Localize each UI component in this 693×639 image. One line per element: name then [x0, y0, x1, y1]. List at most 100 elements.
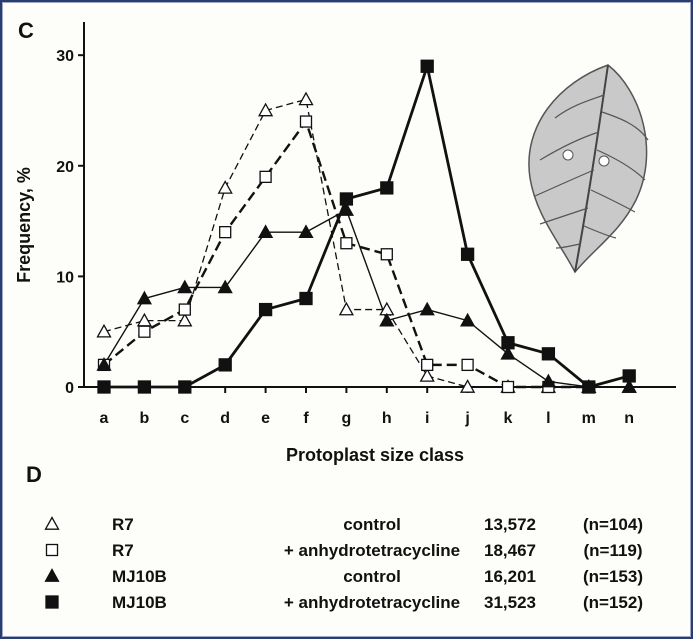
data-point-filled-triangle	[217, 279, 233, 294]
legend-row: R7 control 13,572 (n=104)	[44, 515, 643, 534]
data-point-open-square	[178, 303, 191, 316]
data-point-open-triangle	[419, 368, 435, 382]
data-point-open-square	[461, 358, 474, 372]
data-point-filled-square	[420, 59, 434, 73]
y-tick-label: 10	[56, 269, 74, 286]
legend-strain: R7	[112, 541, 134, 560]
data-point-open-triangle	[217, 180, 233, 194]
legend-treatment: + anhydrotetracycline	[284, 593, 460, 612]
x-tick-label: h	[382, 410, 392, 427]
data-point-filled-square	[137, 380, 152, 394]
data-point-open-square	[380, 248, 393, 261]
x-tick-label: g	[342, 410, 352, 427]
data-point-open-square	[340, 237, 353, 250]
data-point-open-square	[259, 170, 272, 183]
data-point-open-triangle	[177, 312, 193, 327]
legend-n: (n=152)	[583, 593, 643, 612]
data-point-open-square	[219, 226, 232, 239]
data-point-filled-triangle	[500, 345, 516, 360]
data-point-filled-square	[258, 302, 273, 317]
x-tick-label: e	[261, 410, 270, 427]
data-point-filled-triangle	[96, 357, 112, 371]
data-point-filled-triangle	[419, 301, 435, 316]
x-tick-label: c	[180, 410, 189, 427]
data-point-open-triangle	[96, 323, 112, 338]
data-point-filled-triangle	[540, 373, 557, 388]
data-point-filled-square	[460, 247, 475, 261]
legend-table: R7 control 13,572 (n=104) R7 + anhydrotetracy…	[44, 515, 643, 612]
legend-n: (n=153)	[583, 567, 643, 586]
data-point-filled-square	[582, 380, 596, 394]
x-tick-label: j	[464, 410, 469, 427]
legend-treatment: control	[343, 515, 401, 534]
data-point-filled-square	[299, 291, 313, 306]
series-line-filled-triangle	[103, 209, 630, 388]
data-point-filled-triangle	[459, 312, 476, 327]
x-tick-label: i	[425, 410, 429, 427]
legend-strain: R7	[112, 515, 134, 534]
data-point-open-square	[421, 358, 434, 372]
x-tick-label: b	[140, 410, 150, 427]
data-point-open-triangle	[459, 379, 476, 393]
data-point-filled-square	[339, 192, 354, 206]
legend-row: R7 + anhydrotetracycline 18,467 (n=119)	[45, 541, 643, 560]
legend-value: 13,572	[484, 515, 536, 534]
data-point-filled-square	[541, 347, 556, 361]
panel-c-label: C	[18, 18, 34, 43]
x-tick-label: l	[546, 410, 550, 427]
legend-marker-open-triangle	[44, 516, 60, 530]
data-point-filled-square	[97, 380, 111, 394]
data-point-filled-square	[380, 181, 394, 195]
legend-row: MJ10B control 16,201 (n=153)	[44, 567, 643, 586]
legend-strain: MJ10B	[112, 567, 167, 586]
line-chart: 0 10 20 30 a b c d e f g h i j k l m n Frequency, % Prot…	[14, 22, 676, 465]
y-tick-label: 0	[65, 380, 74, 397]
leaf-illustration	[528, 64, 649, 274]
data-point-filled-triangle	[298, 224, 314, 239]
x-tick-label: k	[504, 410, 513, 427]
data-point-filled-square	[501, 336, 515, 350]
y-axis-title: Frequency, %	[14, 167, 34, 283]
data-point-open-triangle	[257, 102, 274, 117]
x-tick-label: d	[220, 410, 230, 427]
legend-n: (n=104)	[583, 515, 643, 534]
series-markers	[96, 59, 637, 394]
legend-marker-filled-triangle	[44, 568, 60, 582]
data-point-filled-triangle	[177, 279, 193, 294]
data-point-open-triangle	[338, 301, 355, 316]
legend-value: 18,467	[484, 541, 536, 560]
y-axis-ticks: 0 10 20 30	[56, 48, 84, 397]
data-point-filled-triangle	[379, 312, 395, 327]
legend-treatment: control	[343, 567, 401, 586]
legend-value: 16,201	[484, 567, 536, 586]
x-tick-label: n	[624, 410, 634, 427]
data-point-filled-triangle	[257, 224, 274, 239]
x-axis-ticks: a b c d e f g h i j k l m n	[100, 387, 634, 427]
data-point-filled-square	[622, 369, 636, 383]
y-tick-label: 30	[56, 48, 74, 65]
data-point-open-square	[138, 325, 151, 338]
panel-d-label: D	[26, 462, 42, 487]
legend-treatment: + anhydrotetracycline	[284, 541, 460, 560]
series-line-filled-square	[104, 64, 630, 389]
data-point-open-triangle	[298, 91, 314, 106]
x-tick-label: m	[582, 410, 596, 427]
x-tick-label: a	[100, 410, 109, 427]
data-point-filled-square	[178, 380, 192, 394]
data-point-open-square	[501, 380, 515, 394]
legend-row: MJ10B + anhydrotetracycline 31,523 (n=152)	[45, 593, 643, 612]
data-point-filled-triangle	[621, 379, 637, 393]
series-line-open-square	[103, 120, 630, 389]
y-tick-label: 20	[56, 159, 74, 176]
x-axis-title: Protoplast size class	[286, 445, 464, 465]
data-point-filled-triangle	[338, 202, 355, 216]
data-point-open-square	[299, 115, 313, 128]
legend-strain: MJ10B	[112, 593, 167, 612]
data-point-filled-triangle	[136, 290, 153, 305]
data-point-filled-square	[218, 358, 232, 372]
legend-value: 31,523	[484, 593, 536, 612]
legend-marker-filled-square	[45, 595, 59, 609]
legend-n: (n=119)	[583, 541, 642, 560]
x-tick-label: f	[303, 410, 309, 427]
